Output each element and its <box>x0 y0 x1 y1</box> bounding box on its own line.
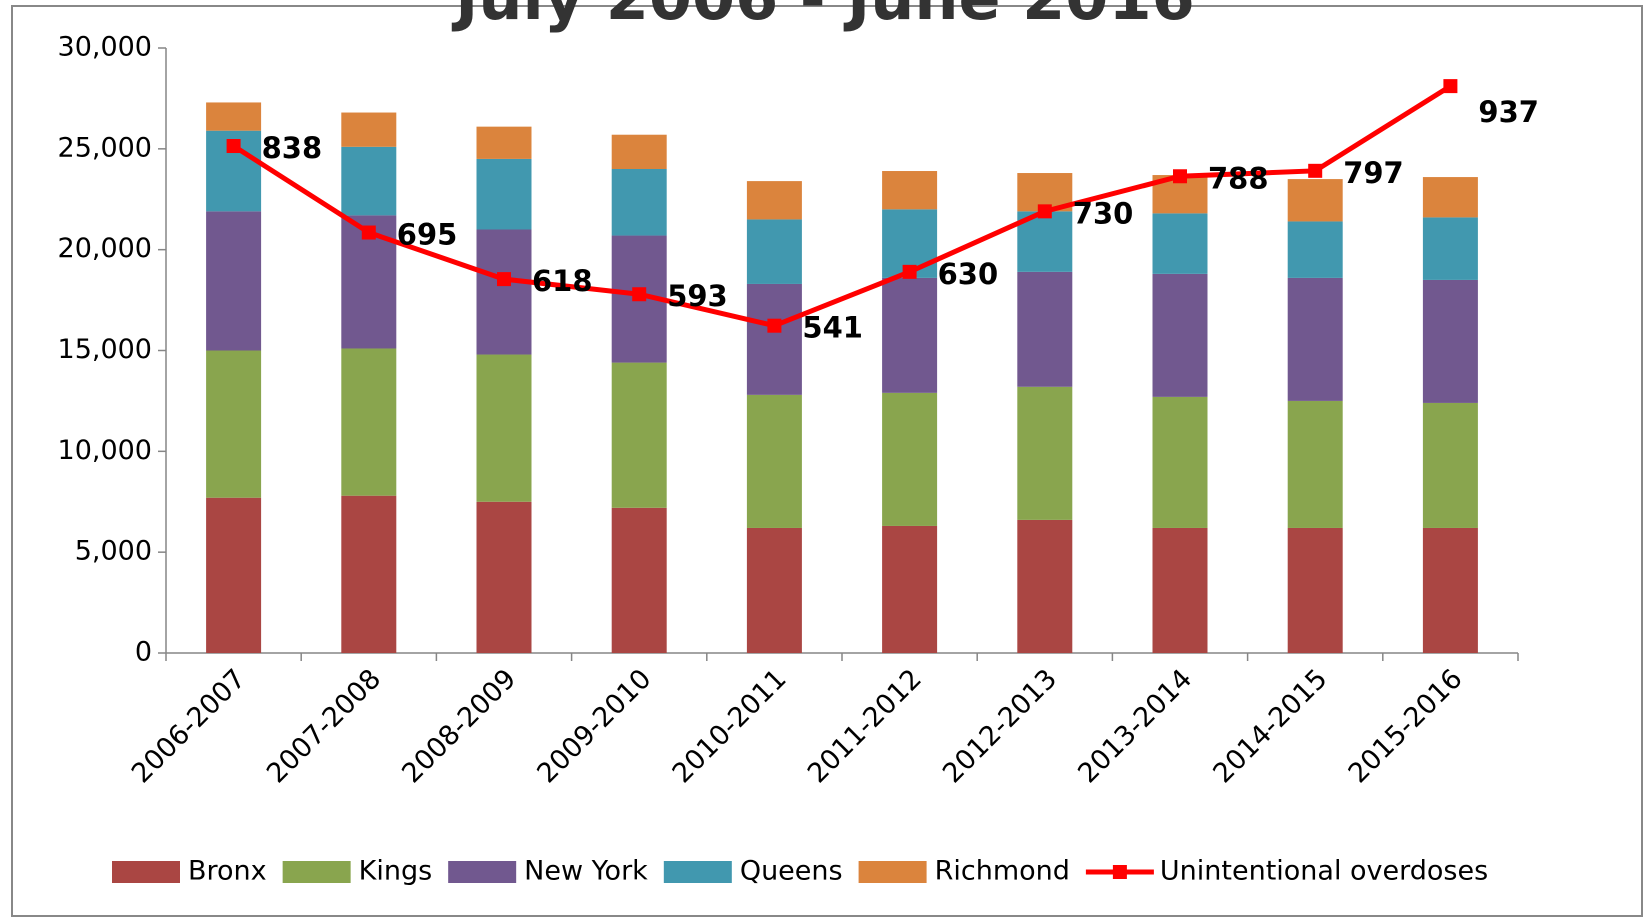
x-tick-label: 2015-2016 <box>1343 663 1469 789</box>
y-tick-label: 5,000 <box>75 536 152 567</box>
bar-segment <box>341 112 397 147</box>
bar-segment <box>476 229 532 355</box>
data-label: 618 <box>532 264 593 298</box>
bar-segment <box>1152 273 1208 397</box>
bar-segment <box>746 181 802 220</box>
line-marker <box>497 272 511 287</box>
x-tick-label: 2011-2012 <box>802 663 928 789</box>
legend-swatch <box>448 861 517 883</box>
data-label: 695 <box>397 218 458 252</box>
bar-segment <box>1422 177 1478 218</box>
bar-segment <box>1152 213 1208 274</box>
bar-segment <box>206 350 262 498</box>
legend-swatch <box>858 861 927 883</box>
bar-segment <box>206 102 262 131</box>
legend-label: Kings <box>359 856 433 887</box>
bar-segment <box>1017 519 1073 653</box>
bar-segment <box>476 354 532 502</box>
data-label: 730 <box>1073 196 1134 230</box>
line-marker <box>361 225 376 240</box>
legend-swatch <box>112 861 180 883</box>
line-marker <box>1173 169 1187 184</box>
legend-swatch <box>663 861 732 883</box>
bar-segment <box>1152 527 1208 653</box>
chart-frame <box>11 5 1643 917</box>
y-tick-label: 10,000 <box>58 435 152 466</box>
bar-segment <box>1287 179 1343 222</box>
y-tick-label: 15,000 <box>58 334 152 365</box>
chart-title: July 2006 - June 2016 <box>451 0 1194 34</box>
legend-label: Queens <box>740 856 843 887</box>
bar-segment <box>746 527 802 653</box>
bar-segment <box>1287 400 1343 528</box>
legend-marker <box>1112 865 1127 879</box>
bar-segment <box>611 134 667 169</box>
line-marker <box>1308 163 1323 178</box>
line <box>232 83 1452 329</box>
bar-segment <box>1287 527 1343 653</box>
bar-segment <box>882 277 938 393</box>
line-marker <box>902 264 917 279</box>
data-label: 937 <box>1478 95 1539 129</box>
data-label: 788 <box>1208 161 1269 195</box>
legend-swatch <box>282 861 351 883</box>
bar-segment <box>882 525 938 653</box>
legend-label: Unintentional overdoses <box>1160 856 1488 887</box>
data-label: 541 <box>802 311 863 345</box>
x-tick-label: 2009-2010 <box>531 663 657 789</box>
y-tick-label: 20,000 <box>58 233 152 264</box>
bar-segment <box>1422 217 1478 280</box>
bar-segment <box>1017 271 1073 387</box>
bar-segment <box>1017 386 1073 520</box>
x-tick-label: 2014-2015 <box>1207 663 1333 789</box>
legend-label: Richmond <box>935 856 1070 887</box>
bar-segment <box>1152 396 1208 528</box>
bar-segment <box>341 348 397 496</box>
bar-segment <box>746 219 802 284</box>
bar-segment <box>476 126 532 159</box>
bar-segment <box>882 392 938 526</box>
data-label: 797 <box>1343 156 1404 190</box>
legend-label: Bronx <box>188 856 267 887</box>
data-label: 630 <box>938 257 999 291</box>
x-tick-label: 2012-2013 <box>937 663 1063 789</box>
bar-segment <box>611 362 667 508</box>
bar-segment <box>746 283 802 395</box>
data-label: 838 <box>262 131 323 165</box>
x-tick-label: 2006-2007 <box>126 663 252 789</box>
bar-segment <box>1422 402 1478 528</box>
bar-segment <box>476 501 532 653</box>
legend-label: New York <box>524 856 648 887</box>
bar-segment <box>1422 279 1478 403</box>
line-marker <box>1443 79 1458 94</box>
x-tick-label: 2008-2009 <box>396 663 522 789</box>
bar-segment <box>476 158 532 230</box>
bar-segment <box>611 169 667 236</box>
y-tick-label: 0 <box>135 637 152 668</box>
bar-segment <box>1422 527 1478 653</box>
bar-segment <box>341 146 397 216</box>
bar-segment <box>611 507 667 653</box>
bar-segment <box>882 171 938 210</box>
bar-segment <box>746 394 802 528</box>
line-marker <box>1037 204 1052 219</box>
bar-segment <box>206 497 262 653</box>
bar-segment <box>341 495 397 653</box>
data-label: 593 <box>667 279 728 313</box>
y-tick-label: 25,000 <box>58 132 152 163</box>
bar-segment <box>1287 221 1343 278</box>
y-tick-label: 30,000 <box>58 32 152 63</box>
line-marker <box>226 139 241 154</box>
x-tick-label: 2007-2008 <box>261 663 387 789</box>
x-tick-label: 2010-2011 <box>667 663 793 789</box>
line-marker <box>632 287 647 302</box>
x-tick-label: 2013-2014 <box>1072 663 1198 789</box>
bar-segment <box>206 211 262 351</box>
line-marker <box>767 318 782 333</box>
bar-segment <box>1287 277 1343 401</box>
